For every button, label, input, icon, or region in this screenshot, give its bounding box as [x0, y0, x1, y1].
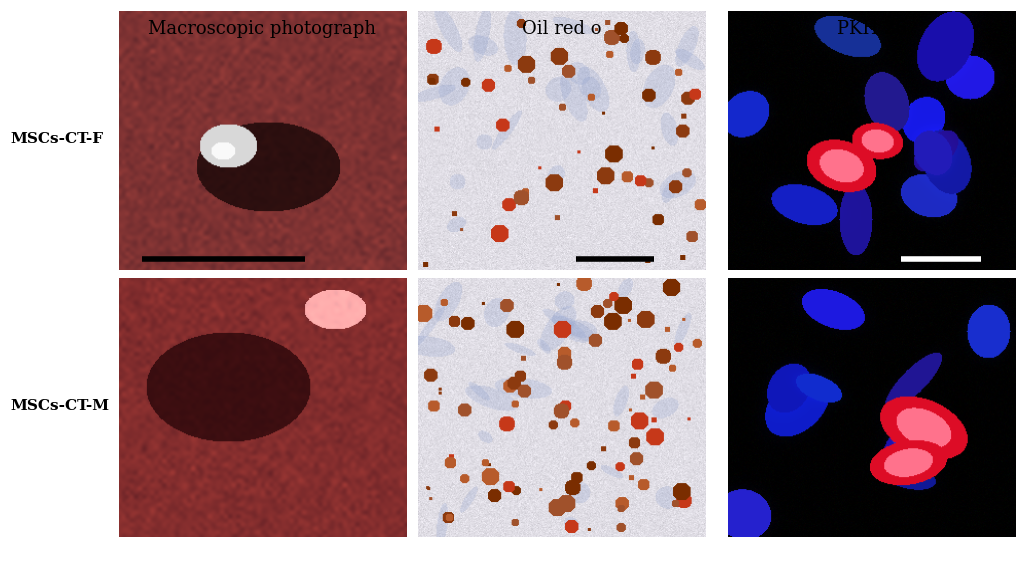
Text: Oil red o: Oil red o [523, 20, 601, 38]
Text: PKH 26: PKH 26 [837, 20, 907, 38]
Text: MSCs-CT-F: MSCs-CT-F [10, 132, 103, 146]
Text: Macroscopic photograph: Macroscopic photograph [149, 20, 376, 38]
Text: MSCs-CT-M: MSCs-CT-M [10, 399, 109, 413]
